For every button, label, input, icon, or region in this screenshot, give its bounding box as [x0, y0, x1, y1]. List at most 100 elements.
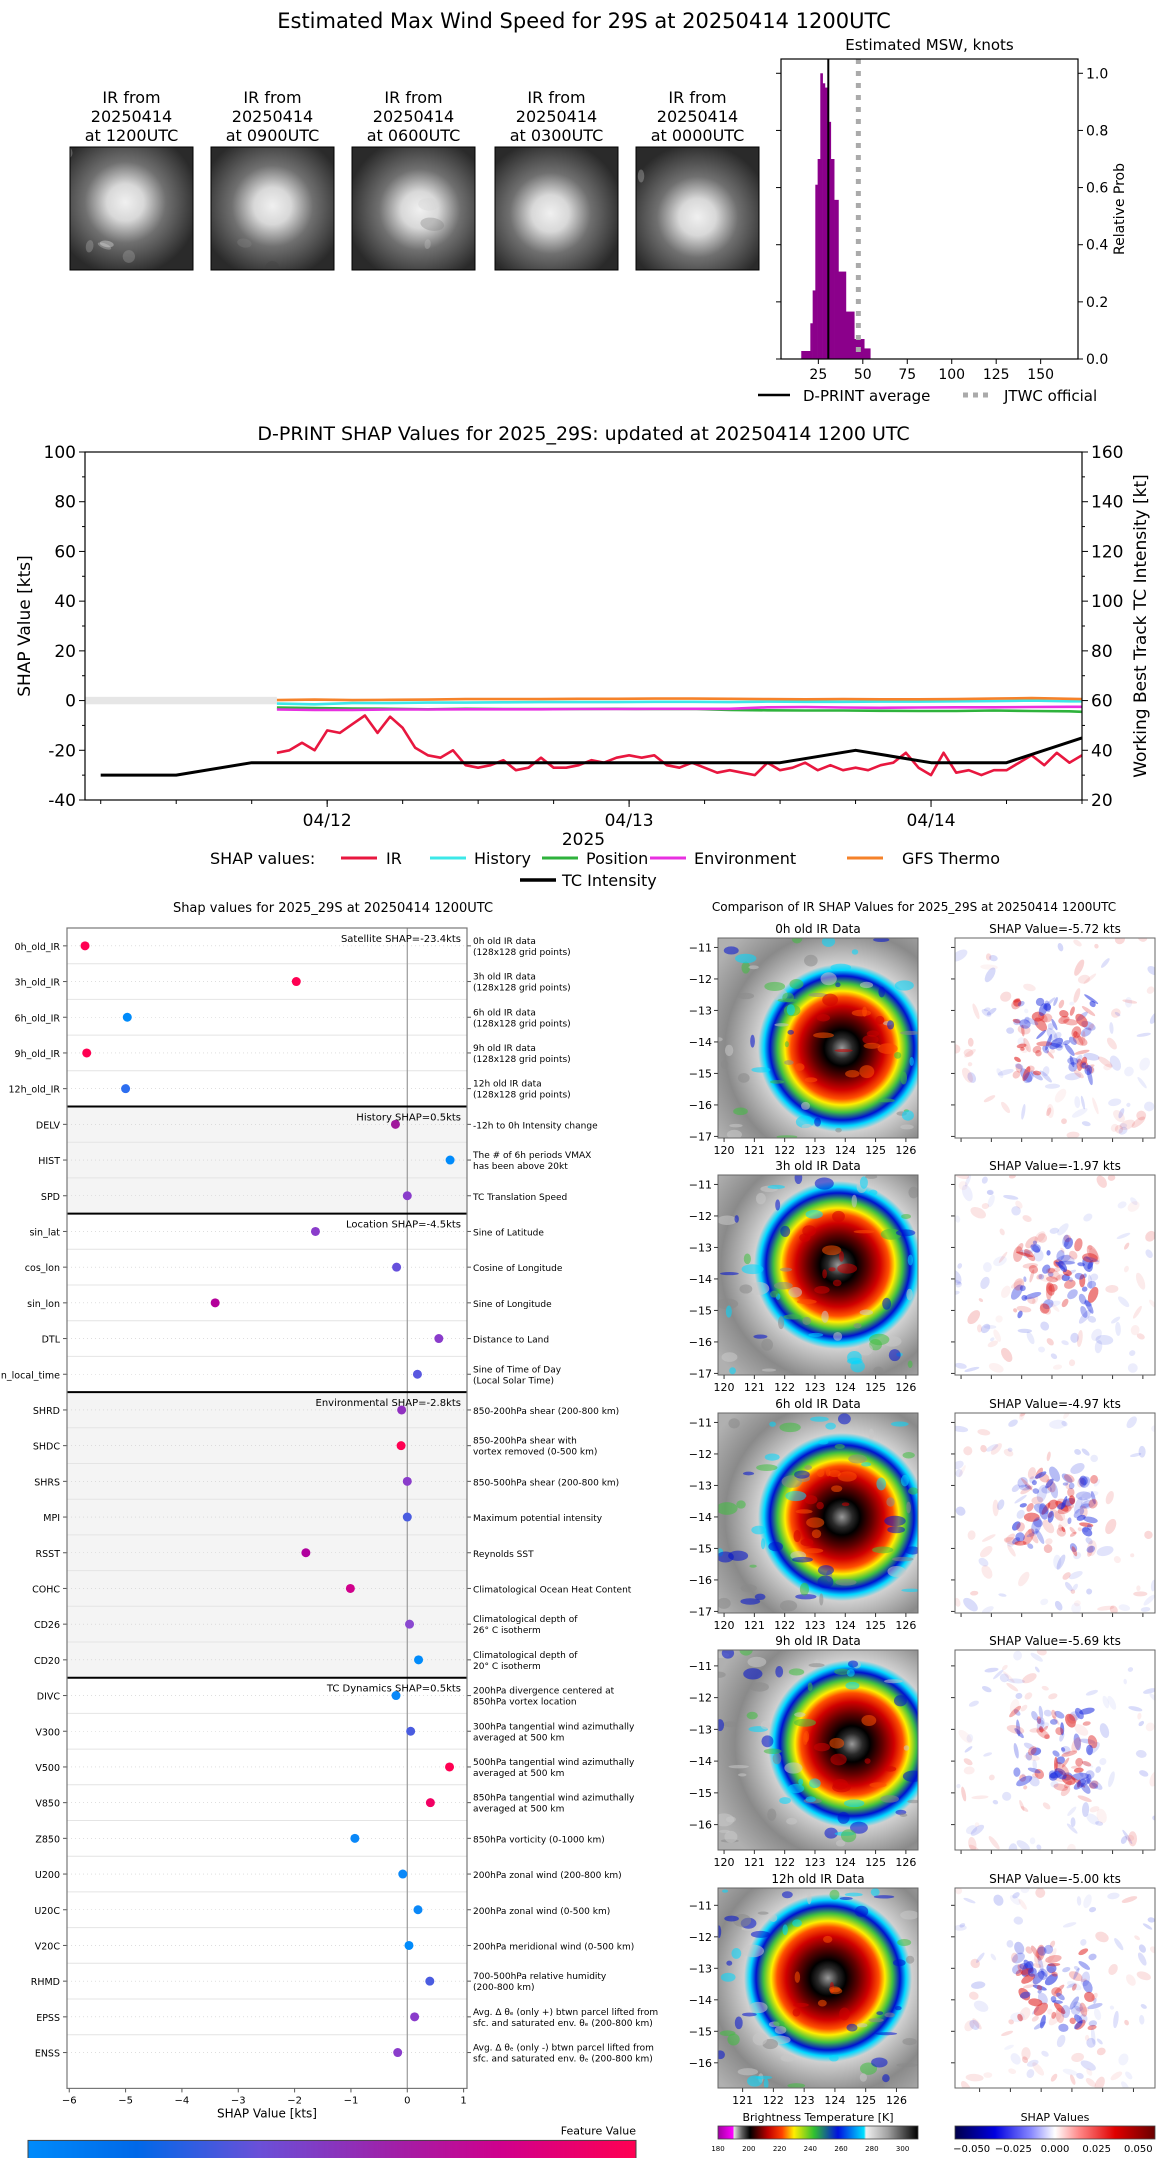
shap-blob — [1045, 1954, 1062, 1963]
cloud-feature — [902, 1770, 918, 1782]
cloud-feature — [793, 1529, 801, 1543]
shap-blob — [1001, 1285, 1011, 1298]
cloud-feature — [740, 1584, 757, 1593]
shap-blob — [1013, 1709, 1021, 1716]
feature-label: V850 — [35, 1799, 60, 1810]
shap-blob — [992, 1499, 999, 1517]
cloud-texture — [418, 197, 440, 211]
shap-panel-title: SHAP Value=-4.97 kts — [989, 1397, 1121, 1411]
cloud-feature — [724, 1830, 738, 1843]
cloud-feature — [786, 1817, 798, 1825]
shap-blob — [1114, 1938, 1124, 1951]
shap-blob — [957, 1263, 963, 1269]
shap-blob — [1077, 1777, 1090, 1788]
shap-blob — [1081, 1286, 1088, 1292]
histogram-bar — [828, 121, 832, 359]
shap-blob — [1149, 1693, 1155, 1702]
shap-blob — [1007, 1447, 1013, 1452]
cloud-feature — [901, 1213, 912, 1219]
lat-tick-label: −15 — [689, 1067, 712, 1080]
shap-blob — [1010, 1280, 1023, 1289]
cloud-feature — [847, 1660, 859, 1668]
cloud-feature — [854, 1905, 869, 1917]
shap-blob — [1061, 1757, 1070, 1768]
shap-blob — [1048, 1283, 1058, 1292]
cloud-feature — [719, 1829, 730, 1833]
cloud-texture — [73, 378, 90, 394]
cloud-feature — [808, 992, 828, 997]
cloud-feature — [733, 1107, 748, 1116]
histogram-bar — [845, 311, 855, 359]
feature-description-line: Reynolds SST — [473, 1550, 534, 1560]
cloud-feature — [908, 1487, 918, 1495]
shap-blob — [1080, 1027, 1092, 1037]
cloud-feature — [814, 1177, 834, 1190]
shap-blob — [1068, 1482, 1075, 1490]
feature-description-line: (200-800 km) — [473, 1983, 534, 1993]
shap-blob — [1130, 1197, 1138, 1206]
shap-blob — [1084, 2034, 1090, 2041]
shap-blob — [1027, 1296, 1036, 1304]
shap-blob — [1138, 1445, 1146, 1458]
shap-blob — [1013, 1767, 1021, 1777]
shap-blob — [1078, 2014, 1088, 2024]
cloud-texture — [90, 584, 105, 600]
cloud-feature — [901, 1588, 918, 1593]
shap-blob — [1133, 1591, 1148, 1597]
shap-blob — [1080, 1971, 1090, 1987]
cloud-feature — [830, 963, 852, 972]
feature-description: The # of 6h periods VMAX has been above 2… — [472, 1151, 591, 1172]
feature-label: V20C — [35, 1941, 61, 1952]
shap-blob — [1020, 1967, 1034, 1975]
cloud-feature — [748, 2001, 768, 2014]
lon-tick-label: 121 — [744, 1381, 765, 1394]
cloud-feature — [743, 1253, 751, 1265]
cloud-feature — [778, 1316, 785, 1330]
shap-blob — [1138, 1944, 1146, 1953]
x-tick-label: 100 — [938, 367, 965, 383]
shap-blob — [1030, 1747, 1042, 1756]
shap-blob — [1069, 1001, 1075, 1006]
shap-blob — [1001, 1101, 1011, 1114]
cloud-feature — [750, 1034, 755, 1048]
shap-blob — [966, 1734, 974, 1743]
cloud-feature — [838, 1413, 851, 1425]
cloud-feature — [807, 1892, 812, 1905]
shap-blob — [1024, 1484, 1032, 1490]
shap-blob — [1023, 983, 1036, 992]
shap-dot — [410, 2012, 420, 2022]
cloud-texture — [424, 239, 431, 250]
shap-blob — [1090, 1273, 1099, 1281]
shap-blob — [997, 1499, 1005, 1510]
cloud-feature — [859, 1065, 875, 1079]
shap-blob — [964, 1048, 976, 1058]
shap-blob — [964, 1746, 973, 1753]
shap-blob — [1017, 1000, 1025, 1007]
shap-blob — [1088, 1023, 1095, 1031]
shap-blob — [1137, 1712, 1142, 1720]
shap-blob — [1061, 1118, 1067, 1125]
shap-blob — [1053, 997, 1058, 1006]
shap-blob — [1032, 1488, 1040, 1494]
shap-blob — [1081, 1448, 1090, 1456]
shap-blob — [1122, 1829, 1133, 1845]
shap-blob — [1062, 1234, 1070, 1248]
shap-blob — [983, 2072, 993, 2078]
cloud-feature — [795, 1593, 817, 1600]
cloud-feature — [726, 1960, 733, 1966]
feature-description-line: 200hPa zonal wind (0-500 km) — [473, 1907, 610, 1917]
shap-blob — [1042, 1066, 1050, 1077]
shap-blob — [1046, 1282, 1055, 1296]
shap-blob — [986, 1189, 994, 1195]
lon-tick-label: 126 — [895, 1381, 916, 1394]
shap-blob — [1037, 1946, 1047, 1956]
shap-dot — [291, 977, 301, 987]
shap-blob — [959, 1923, 966, 1928]
cloud-feature — [760, 1538, 766, 1550]
group-shap-annotation: Location SHAP=-4.5kts — [346, 1220, 461, 1231]
cloud-feature — [870, 1888, 880, 1897]
cloud-texture — [32, 248, 53, 267]
shap-blob — [1027, 1976, 1041, 1989]
shap-blob — [1055, 2007, 1065, 2024]
shap-blob — [1027, 1746, 1037, 1756]
